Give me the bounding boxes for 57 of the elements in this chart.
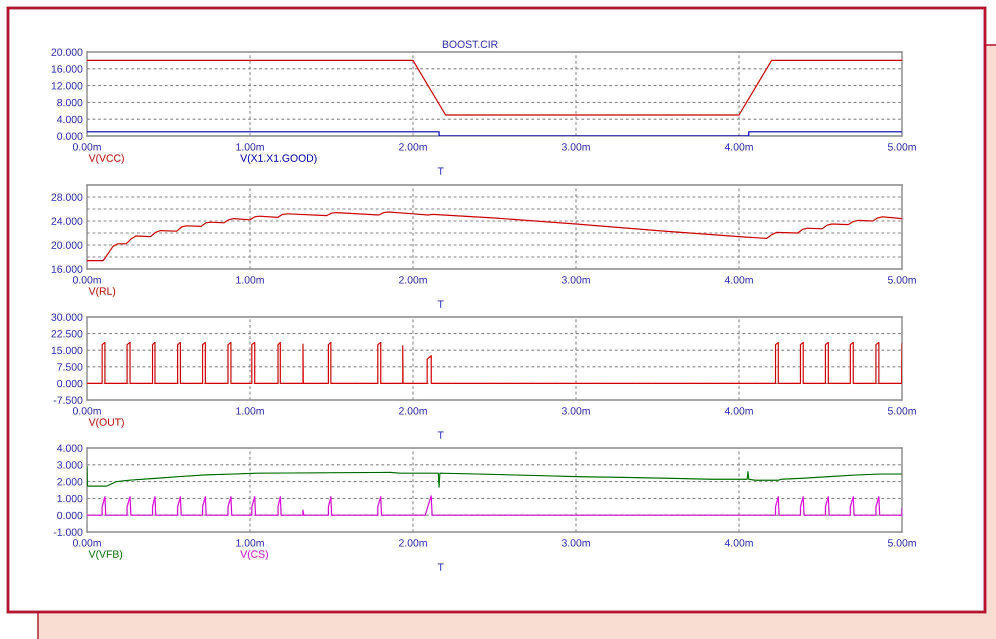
x-tick-label: 3.00m (562, 276, 590, 284)
x-tick-label: 0.00m (72, 143, 101, 151)
x-axis-title: T (438, 300, 444, 308)
text: V(CS) (240, 550, 268, 560)
y-tick-label: -7.500 (54, 396, 82, 404)
y-tick-label: 15.000 (52, 346, 82, 354)
y-tick-label: 4.000 (57, 444, 82, 452)
x-tick-label: 2.00m (399, 539, 427, 547)
x-tick-label: 0.00m (72, 539, 101, 547)
y-tick-label: 16.000 (52, 266, 82, 273)
y-tick-label: 1.000 (58, 494, 82, 502)
x-tick-label: 0.00m (72, 407, 101, 415)
y-tick-label: 4.000 (57, 116, 82, 124)
y-tick-label: 20.000 (52, 48, 82, 56)
x-tick-label: 1.00m (236, 407, 264, 415)
y-tick-label: 22.500 (52, 330, 82, 338)
x-axis-title: T (438, 564, 444, 571)
text: V(RL) (88, 287, 116, 297)
x-tick-label: 5.00m (888, 407, 916, 415)
y-tick-label: 28.000 (52, 194, 82, 201)
y-tick-label: 16.000 (52, 65, 82, 73)
x-tick-label: 1.00m (236, 143, 264, 151)
x-tick-label: 4.00m (724, 539, 753, 547)
y-tick-label: 20.000 (52, 242, 82, 249)
y-tick-label: 3.000 (57, 461, 82, 469)
x-tick-label: 1.00m (236, 539, 264, 547)
chart-title: BOOST.CIR (442, 40, 498, 48)
x-tick-label: 3.00m (562, 539, 590, 547)
y-tick-label: 7.500 (57, 363, 82, 371)
x-tick-label: 4.00m (724, 407, 753, 415)
x-tick-label: 2.00m (399, 276, 427, 284)
y-tick-label: 8.000 (57, 98, 82, 106)
x-tick-label: 3.00m (562, 407, 590, 415)
text: V(VCC) (88, 154, 124, 164)
x-axis-title: T (438, 168, 444, 175)
text: V(X1.X1.GOOD) (240, 154, 317, 164)
y-tick-label: 0.000 (57, 380, 82, 388)
x-tick-label: 3.00m (562, 143, 590, 151)
y-tick-label: 24.000 (52, 218, 82, 225)
text: V(OUT) (88, 418, 124, 428)
y-tick-label: 0.000 (57, 132, 82, 140)
x-tick-label: 4.00m (724, 276, 753, 284)
y-tick-label: 2.000 (57, 478, 82, 486)
text: V(VFB) (88, 550, 122, 560)
x-tick-label: 5.00m (888, 539, 916, 547)
x-axis-title: T (438, 432, 444, 439)
x-tick-label: 0.00m (72, 276, 101, 284)
x-tick-label: 1.00m (236, 276, 264, 284)
x-tick-label: 4.00m (724, 143, 753, 151)
y-tick-label: 12.000 (52, 82, 82, 90)
x-tick-label: 5.00m (888, 276, 916, 284)
x-tick-label: 5.00m (888, 143, 916, 151)
y-tick-label: 0.000 (57, 512, 82, 520)
x-tick-label: 2.00m (399, 143, 427, 151)
y-tick-label: 30.000 (51, 314, 82, 321)
y-tick-label: -1.000 (54, 528, 82, 536)
x-tick-label: 2.00m (399, 407, 427, 415)
